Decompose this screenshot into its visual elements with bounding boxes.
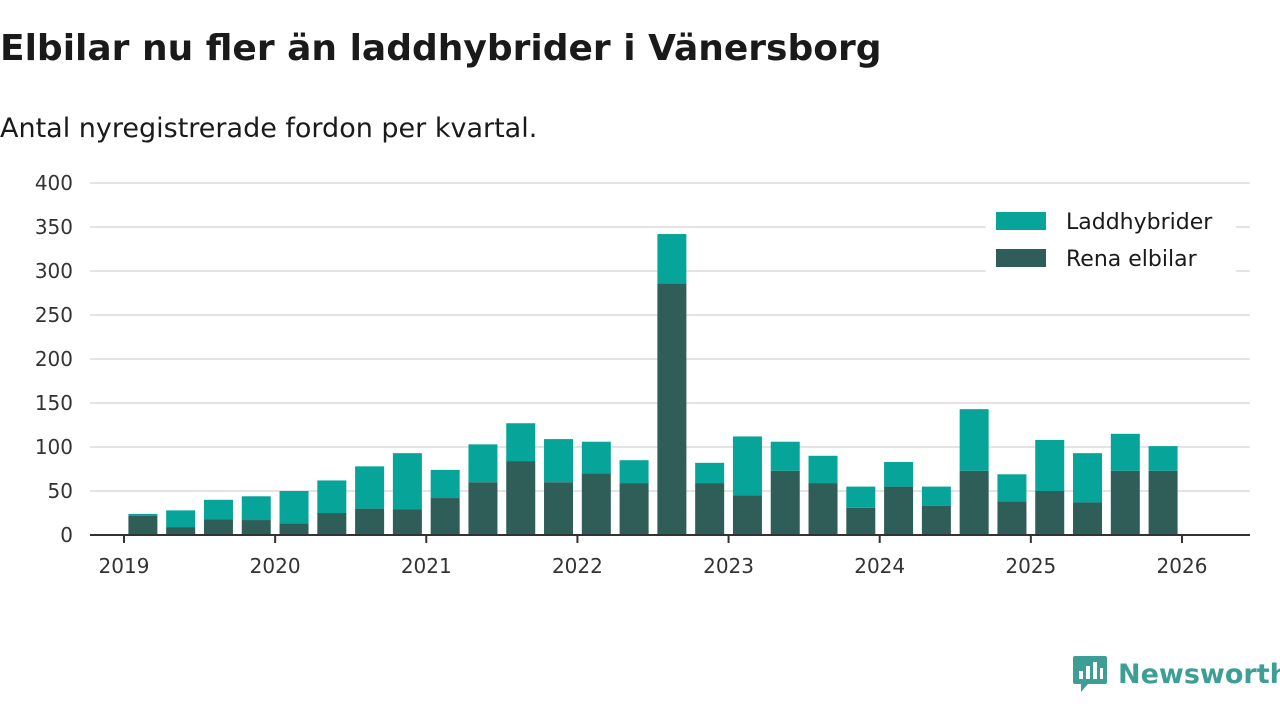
bar-laddhybrider <box>997 474 1027 502</box>
bar-rena-elbilar <box>732 495 762 535</box>
bar-rena-elbilar <box>392 509 422 535</box>
bar-laddhybrider <box>695 462 725 484</box>
bar-laddhybrider <box>544 439 574 483</box>
bar-laddhybrider <box>732 436 762 496</box>
bar-rena-elbilar <box>544 482 574 535</box>
bar-laddhybrider <box>392 453 422 510</box>
x-tick-label: 2022 <box>552 554 603 578</box>
x-tick-label: 2025 <box>1005 554 1056 578</box>
bar-rena-elbilar <box>1110 470 1140 535</box>
y-tick-label: 250 <box>35 303 73 327</box>
bar-rena-elbilar <box>203 519 233 535</box>
legend-swatch-rena-elbilar <box>996 249 1046 267</box>
bar-rena-elbilar <box>921 505 951 535</box>
bar-laddhybrider <box>203 499 233 520</box>
bar-rena-elbilar <box>166 527 196 535</box>
y-tick-label: 150 <box>35 391 73 415</box>
bar-laddhybrider <box>959 409 989 471</box>
bar-laddhybrider <box>430 469 460 499</box>
bar-rena-elbilar <box>430 498 460 535</box>
legend: Laddhybrider Rena elbilar <box>986 200 1236 280</box>
y-axis-ticks: 0 50 100 150 200 250 300 350 400 <box>35 171 73 547</box>
x-tick-label: 2019 <box>99 554 150 578</box>
bar-laddhybrider <box>279 491 309 524</box>
bar-laddhybrider <box>846 486 876 508</box>
bar-rena-elbilar <box>355 508 385 535</box>
bar-rena-elbilar <box>959 470 989 535</box>
x-tick-label: 2026 <box>1157 554 1208 578</box>
y-tick-label: 400 <box>35 171 73 195</box>
bar-laddhybrider <box>657 234 687 284</box>
bar-laddhybrider <box>921 486 951 506</box>
bar-laddhybrider <box>619 460 649 484</box>
bar-laddhybrider <box>1110 433 1140 471</box>
newsworthy-icon <box>1073 656 1107 692</box>
bar-rena-elbilar <box>468 482 498 535</box>
newsworthy-logo: Newsworthy <box>1072 654 1280 694</box>
bar-laddhybrider <box>317 480 347 513</box>
bar-rena-elbilar <box>128 515 158 535</box>
legend-swatch-laddhybrider <box>996 212 1046 230</box>
bar-rena-elbilar <box>1035 491 1065 535</box>
bar-rena-elbilar <box>619 483 649 535</box>
x-axis-ticks: 2019 2020 2021 2022 2023 2024 2025 2026 <box>99 535 1208 578</box>
bar-rena-elbilar <box>808 483 838 535</box>
bar-laddhybrider <box>468 444 498 483</box>
bars <box>128 234 1178 535</box>
bar-laddhybrider <box>241 496 271 521</box>
bar-rena-elbilar <box>657 283 687 535</box>
bar-rena-elbilar <box>581 473 611 535</box>
chart-title: Elbilar nu fler än laddhybrider i Väners… <box>0 28 882 69</box>
bar-rena-elbilar <box>846 507 876 535</box>
bar-rena-elbilar <box>770 470 800 535</box>
y-tick-label: 300 <box>35 259 73 283</box>
x-tick-label: 2024 <box>854 554 905 578</box>
y-tick-label: 200 <box>35 347 73 371</box>
y-tick-label: 0 <box>60 523 73 547</box>
bar-rena-elbilar <box>884 486 914 535</box>
x-tick-label: 2021 <box>401 554 452 578</box>
bar-laddhybrider <box>355 466 385 509</box>
bar-rena-elbilar <box>241 520 271 535</box>
bar-laddhybrider <box>506 423 536 462</box>
y-tick-label: 100 <box>35 435 73 459</box>
chart-subtitle: Antal nyregistrerade fordon per kvartal. <box>0 113 538 144</box>
legend-label-rena-elbilar: Rena elbilar <box>1066 247 1198 272</box>
bar-laddhybrider <box>1035 439 1065 491</box>
bar-laddhybrider <box>1073 453 1103 503</box>
bar-rena-elbilar <box>1148 470 1178 535</box>
bar-laddhybrider <box>581 441 611 474</box>
bar-laddhybrider <box>166 510 196 528</box>
y-tick-label: 350 <box>35 215 73 239</box>
brand-name: Newsworthy <box>1118 658 1280 690</box>
bar-laddhybrider <box>128 513 158 516</box>
y-tick-label: 50 <box>48 479 73 503</box>
bar-rena-elbilar <box>506 461 536 535</box>
x-tick-label: 2020 <box>250 554 301 578</box>
bar-rena-elbilar <box>1073 502 1103 535</box>
stacked-bar-chart: 0 50 100 150 200 250 300 350 400 2019 2020 2021 202… <box>35 171 1250 578</box>
bar-laddhybrider <box>1148 446 1178 471</box>
x-tick-label: 2023 <box>703 554 754 578</box>
bar-rena-elbilar <box>279 523 309 535</box>
bar-rena-elbilar <box>317 513 347 535</box>
bar-laddhybrider <box>770 441 800 471</box>
bar-laddhybrider <box>884 461 914 487</box>
bar-rena-elbilar <box>695 483 725 535</box>
bar-laddhybrider <box>808 455 838 484</box>
bar-rena-elbilar <box>997 501 1027 535</box>
legend-label-laddhybrider: Laddhybrider <box>1066 210 1213 235</box>
